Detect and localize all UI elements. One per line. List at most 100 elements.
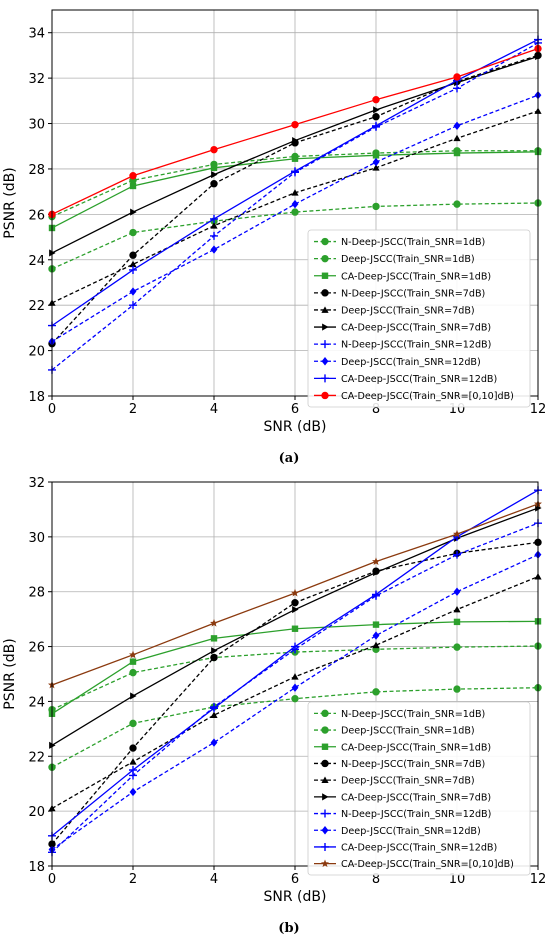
data-point [210, 738, 218, 747]
x-tick-label: 8 [372, 872, 380, 887]
legend-marker [322, 793, 329, 801]
y-tick-label: 20 [28, 805, 45, 820]
y-tick-label: 20 [28, 345, 45, 360]
y-tick-label: 22 [28, 750, 45, 765]
legend-label: Deep-JSCC(Train_SNR=1dB) [341, 254, 475, 265]
legend-marker [321, 842, 329, 851]
legend-label: CA-Deep-JSCC(Train_SNR=12dB) [341, 374, 497, 385]
data-point [210, 222, 218, 229]
x-tick-label: 6 [291, 402, 299, 417]
data-point [453, 618, 461, 626]
legend-marker [321, 743, 329, 750]
data-point [372, 641, 380, 649]
legend-marker [321, 776, 329, 784]
y-tick-label: 18 [28, 860, 45, 875]
legend-marker [321, 759, 329, 768]
data-point [453, 121, 461, 130]
y-tick-label: 30 [28, 118, 45, 133]
data-point [130, 692, 137, 700]
series-9 [48, 44, 542, 219]
data-point [373, 106, 380, 114]
data-point [291, 673, 299, 680]
data-point [129, 287, 137, 296]
data-point [291, 208, 299, 216]
legend-label: CA-Deep-JSCC(Train_SNR=[0,10]dB) [341, 859, 514, 870]
y-tick-label: 32 [28, 476, 45, 491]
data-point [210, 711, 218, 719]
legend-label: CA-Deep-JSCC(Train_SNR=1dB) [341, 742, 491, 753]
legend-label: Deep-JSCC(Train_SNR=12dB) [341, 357, 481, 368]
x-axis-label: SNR (dB) [264, 889, 327, 905]
legend-box [307, 701, 531, 876]
data-point [291, 694, 299, 703]
data-point [292, 605, 299, 614]
plot-frame [51, 481, 539, 867]
x-tick-label: 8 [372, 402, 380, 417]
y-axis-label: PSNR (dB) [2, 638, 18, 709]
y-tick-label: 28 [28, 163, 45, 178]
data-point [129, 182, 137, 190]
legend-marker [321, 237, 329, 246]
legend-label: Deep-JSCC(Train_SNR=12dB) [341, 826, 481, 837]
legend-marker [321, 726, 329, 734]
data-point [372, 121, 380, 130]
y-tick-label: 32 [28, 72, 45, 87]
x-tick-label: 12 [530, 872, 547, 887]
data-point [129, 228, 137, 237]
y-tick-label: 34 [28, 27, 45, 42]
data-point [291, 598, 299, 607]
data-point [372, 202, 380, 211]
data-point [129, 668, 137, 677]
legend-marker [321, 289, 329, 297]
data-point [210, 180, 218, 188]
legend-label: N-Deep-JSCC(Train_SNR=7dB) [341, 288, 485, 299]
plot-frame [51, 9, 539, 397]
legend-label: N-Deep-JSCC(Train_SNR=12dB) [341, 340, 491, 351]
data-point [129, 260, 137, 268]
data-point [129, 172, 137, 180]
data-point [129, 787, 137, 797]
y-tick-label: 26 [28, 641, 45, 656]
y-tick-label: 18 [28, 390, 45, 405]
data-point [453, 587, 461, 596]
y-tick-label: 24 [28, 254, 45, 269]
data-point [291, 683, 299, 692]
legend-label: N-Deep-JSCC(Train_SNR=12dB) [341, 809, 491, 820]
legend-marker [321, 859, 329, 868]
data-point [372, 152, 380, 159]
legend: N-Deep-JSCC(Train_SNR=1dB) Deep-JSCC(Trai… [307, 229, 531, 408]
data-point [130, 208, 137, 216]
data-point [453, 84, 461, 93]
legend-marker [321, 306, 329, 313]
legend-marker [321, 374, 329, 383]
legend-label: Deep-JSCC(Train_SNR=1dB) [341, 726, 475, 737]
legend-marker [321, 809, 329, 818]
legend-label: CA-Deep-JSCC(Train_SNR=12dB) [341, 842, 497, 853]
figure-caption: (b) [278, 921, 299, 936]
x-tick-label: 12 [530, 402, 547, 417]
data-point [453, 134, 461, 142]
data-point [291, 167, 299, 176]
x-axis-label: SNR (dB) [264, 419, 327, 435]
data-point [373, 568, 380, 577]
series-4 [48, 107, 542, 306]
data-point [210, 635, 218, 642]
legend-box [307, 229, 531, 408]
x-tick-label: 10 [449, 872, 466, 887]
data-point [372, 164, 380, 171]
data-point [129, 251, 137, 259]
legend-marker [322, 323, 329, 331]
data-point [372, 557, 380, 565]
data-point [372, 590, 380, 599]
data-point [372, 113, 380, 121]
y-tick-label: 28 [28, 586, 45, 601]
data-point [129, 265, 137, 274]
data-point [210, 214, 218, 223]
data-point [129, 658, 137, 665]
data-point [453, 550, 461, 559]
series-7 [48, 550, 542, 854]
data-point [291, 199, 299, 209]
data-point [211, 647, 218, 655]
